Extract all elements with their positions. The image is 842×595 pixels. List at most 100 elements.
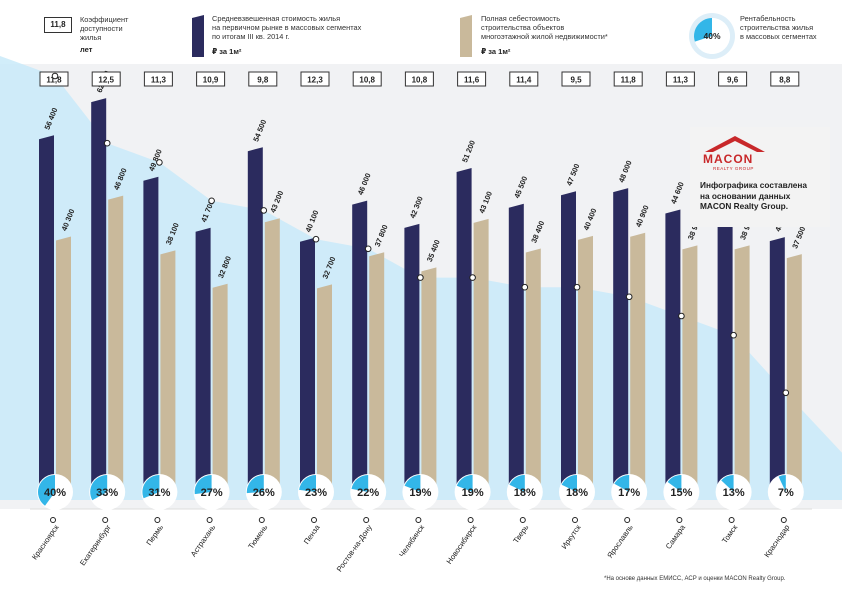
city-marker: [780, 517, 787, 523]
affordability-box: [248, 71, 278, 87]
city-label: Екатеринбург: [78, 523, 113, 567]
profitability-wedge: [456, 475, 473, 492]
affordability-value: 10,8: [359, 76, 375, 85]
city-marker: [415, 517, 422, 523]
affordability-value: 11,4: [516, 76, 532, 85]
city-label: Новосибирск: [445, 522, 479, 565]
city-marker: [50, 517, 56, 523]
city-marker: [363, 517, 370, 523]
affordability-value: 10,9: [203, 76, 219, 85]
profitability-value: 17%: [618, 487, 640, 499]
profitability-value: 7%: [778, 487, 794, 499]
profitability-marker: [782, 389, 790, 397]
city-marker: [676, 517, 683, 523]
profitability-marker: [469, 274, 476, 281]
legend-cost-label: Полная себестоимость строительства объек…: [481, 14, 608, 41]
affordability-value: 9,5: [570, 76, 582, 85]
city-marker: [102, 517, 109, 523]
price-bar: [717, 212, 733, 490]
cost-bar: [473, 218, 489, 490]
legend-profitability-swatch: [689, 13, 735, 59]
city-marker: [519, 517, 526, 523]
legend-affordability-label: Коэффициент доступности жилья: [80, 15, 129, 42]
profitability-marker: [521, 283, 529, 291]
profitability-wedge: [246, 475, 264, 494]
macon-logo: MACON: [703, 152, 754, 166]
profitability-wedge: [404, 475, 421, 492]
profitability-wedge: [37, 475, 55, 506]
city-label: Томск: [720, 522, 740, 545]
profitability-marker: [103, 139, 111, 147]
cost-bar: [317, 284, 332, 490]
cost-bar: [786, 254, 802, 490]
cost-bar: [630, 232, 646, 490]
affordability-box: [509, 71, 539, 87]
price-bar: [456, 167, 472, 490]
macon-note: Инфографика составлена на основании данн…: [700, 180, 808, 211]
cost-bar: [682, 245, 698, 490]
city-label: Челябинск: [397, 522, 426, 558]
city-label: Красноярск: [30, 522, 61, 561]
affordability-box: [613, 71, 643, 87]
city-label: Самара: [664, 522, 688, 550]
profitability-marker: [156, 159, 163, 166]
city-label: Иркутск: [560, 522, 583, 550]
city-label: Краснодар: [762, 523, 791, 559]
affordability-value: 10,8: [412, 76, 428, 85]
city-label: Тюмень: [246, 523, 269, 551]
price-bar: [39, 135, 54, 490]
price-bar: [769, 237, 785, 490]
profitability-marker: [417, 274, 424, 281]
city-label: Ростов-на-Дону: [335, 523, 374, 574]
price-bar: [508, 203, 524, 490]
affordability-value: 11,8: [46, 76, 62, 85]
profitability-marker: [51, 72, 59, 80]
price-bar: [561, 191, 576, 490]
legend-cost-unit: ₽ за 1м²: [481, 47, 511, 56]
legend-price-swatch: [192, 15, 204, 57]
legend-price-label: Средневзвешенная стоимость жилья на перв…: [212, 14, 362, 41]
city-label: Астрахань: [189, 523, 218, 558]
city-label: Пермь: [144, 523, 165, 547]
legend-affordability-unit: лет: [80, 45, 93, 54]
city-marker: [206, 517, 213, 523]
affordability-box: [561, 71, 591, 87]
city-label: Ярославль: [605, 523, 635, 560]
city-label: Пенза: [302, 522, 322, 545]
cost-bar: [525, 248, 541, 490]
legend-price-unit: ₽ за 1м²: [212, 47, 242, 56]
profitability-marker: [312, 235, 320, 243]
cost-bar: [264, 218, 280, 490]
affordability-box: [91, 71, 121, 87]
cost-bar: [108, 195, 124, 491]
cost-bar: [421, 267, 437, 490]
profitability-marker: [625, 293, 633, 301]
cost-bar: [160, 250, 176, 490]
profitability-marker: [678, 312, 685, 320]
price-bar: [352, 200, 368, 490]
profitability-marker: [730, 331, 737, 339]
affordability-box: [404, 71, 434, 87]
legend-profitability-sample: 40%: [703, 31, 721, 41]
affordability-value: 11,3: [151, 76, 167, 85]
city-label: Тверь: [511, 523, 530, 545]
profitability-value: 18%: [566, 487, 588, 499]
profitability-value: 18%: [514, 487, 536, 499]
profitability-marker: [364, 245, 372, 253]
cost-bar: [578, 235, 593, 490]
profitability-value: 27%: [201, 487, 223, 499]
profitability-value: 15%: [670, 487, 692, 499]
profitability-value: 33%: [96, 487, 118, 499]
affordability-box: [718, 71, 748, 87]
affordability-box: [770, 71, 800, 87]
cost-bar: [56, 236, 71, 490]
cost-bar: [734, 245, 750, 490]
price-bar: [143, 176, 159, 490]
legend-profitability-label: Рентабельность строительства жилья в мас…: [740, 14, 817, 41]
city-marker: [572, 517, 578, 523]
profitability-marker: [573, 283, 581, 291]
footnote: *На основе данных ЕМИСС, АСР и оценки MA…: [604, 576, 786, 582]
affordability-value: 9,6: [727, 76, 739, 85]
affordability-box: [352, 71, 382, 87]
